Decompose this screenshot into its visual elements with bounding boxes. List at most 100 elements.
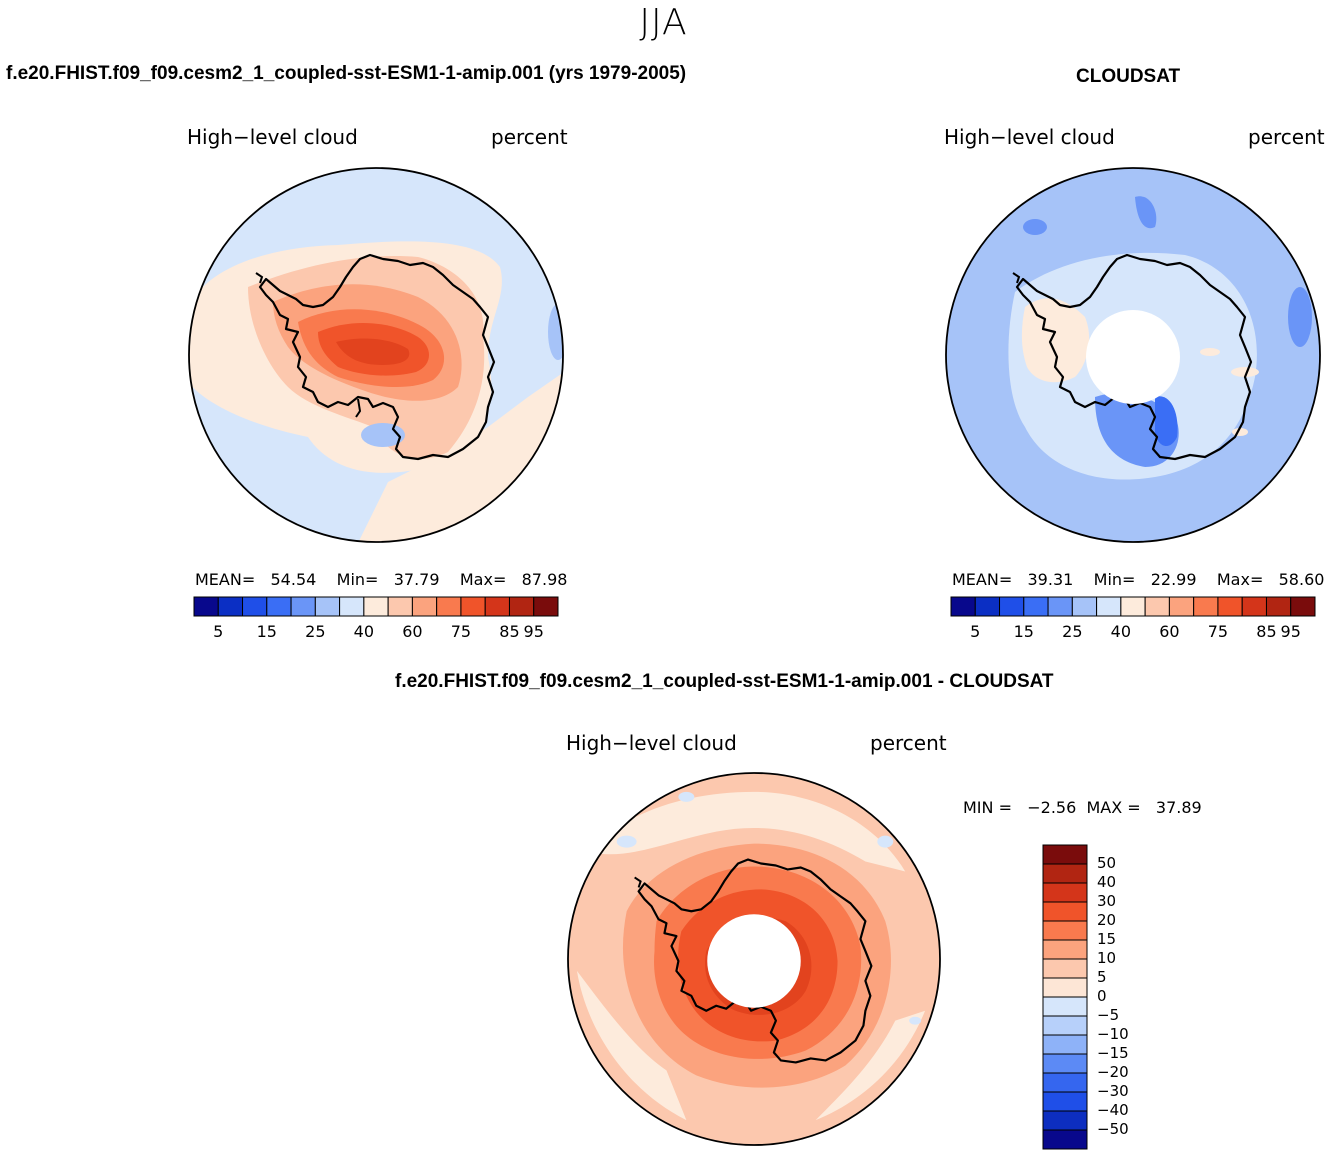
colorbar-swatch — [339, 596, 365, 617]
colorbar-tick-label: 5 — [213, 622, 224, 641]
colorbar-tick-label: 60 — [1159, 622, 1180, 641]
diff-case-title: f.e20.FHIST.f09_f09.cesm2_1_coupled-sst-… — [395, 671, 1054, 692]
obs-units-label: percent — [1248, 125, 1325, 149]
colorbar-tick-label: 15 — [256, 622, 277, 641]
diff-min-value: −2.56 — [1027, 798, 1077, 817]
colorbar-swatch — [1042, 1091, 1088, 1112]
colorbar-swatch — [193, 596, 219, 617]
colorbar-tick-label: 25 — [305, 622, 326, 641]
diff-variable-label: High−level cloud — [566, 731, 737, 755]
obs-variable-label: High−level cloud — [944, 125, 1115, 149]
colorbar-swatch — [974, 596, 1001, 617]
colorbar-swatch — [411, 596, 438, 617]
colorbar-swatch — [1144, 596, 1170, 617]
colorbar-tick-label: 40 — [353, 622, 375, 641]
obs-max-label: Max= — [1216, 570, 1264, 589]
colorbar-tick-label: 95 — [1280, 622, 1301, 641]
colorbar-swatch — [1042, 882, 1088, 903]
colorbar-swatch — [533, 596, 559, 617]
colorbar-tick-label: 30 — [1097, 892, 1117, 910]
colorbar-swatch — [1193, 596, 1219, 617]
colorbar-tick-label: 0 — [1097, 987, 1107, 1005]
model-mean-label: MEAN= — [195, 570, 256, 589]
diff-min-label: MIN = — [963, 798, 1012, 817]
colorbar-swatch — [1096, 596, 1122, 617]
colorbar-tick-label: 5 — [970, 622, 981, 641]
model-max-label: Max= — [459, 570, 507, 589]
colorbar-swatch — [1265, 596, 1292, 617]
obs-mean-value: 39.31 — [1027, 570, 1074, 589]
colorbar-swatch — [1042, 920, 1088, 941]
colorbar-swatch — [950, 596, 976, 617]
model-units-label: percent — [491, 125, 568, 149]
colorbar-tick-label: 5 — [1097, 968, 1107, 986]
colorbar-swatch — [1042, 1053, 1088, 1074]
colorbar-tick-label: 10 — [1097, 949, 1117, 967]
colorbar-swatch — [1217, 596, 1243, 617]
model-min-value: 37.79 — [393, 570, 440, 589]
obs-case-title: CLOUDSAT — [1076, 66, 1181, 87]
diff-max-value: 37.89 — [1155, 798, 1202, 817]
diff-max-label: MAX = — [1086, 798, 1141, 817]
colorbar-tick-label: 50 — [1097, 854, 1117, 872]
colorbar-swatch — [1042, 939, 1088, 960]
diff-colorbar — [1042, 844, 1088, 1150]
model-mean-value: 54.54 — [270, 570, 317, 589]
colorbar-swatch — [1241, 596, 1267, 617]
colorbar-swatch — [1023, 596, 1049, 617]
colorbar-tick-label: −40 — [1097, 1101, 1129, 1119]
colorbar-swatch — [266, 596, 292, 617]
obs-min-value: 22.99 — [1150, 570, 1197, 589]
obs-max-value: 58.60 — [1278, 570, 1325, 589]
colorbar-swatch — [1120, 596, 1146, 617]
colorbar-swatch — [1042, 1015, 1088, 1036]
obs-mean-label: MEAN= — [952, 570, 1013, 589]
colorbar-tick-label: 25 — [1062, 622, 1083, 641]
diff-units-label: percent — [870, 731, 947, 755]
colorbar-swatch — [999, 596, 1025, 617]
colorbar-swatch — [363, 596, 389, 617]
obs-min-label: Min= — [1093, 570, 1136, 589]
colorbar-swatch — [460, 596, 486, 617]
colorbar-swatch — [1042, 844, 1088, 865]
colorbar-tick-label: 85 — [499, 622, 520, 641]
colorbar-tick-label: 85 — [1256, 622, 1277, 641]
colorbar-tick-label: −15 — [1097, 1044, 1129, 1062]
colorbar-swatch — [1042, 863, 1088, 884]
colorbar-tick-label: −10 — [1097, 1025, 1129, 1043]
colorbar-tick-label: 40 — [1097, 873, 1117, 891]
colorbar-swatch — [508, 596, 535, 617]
model-variable-label: High−level cloud — [187, 125, 358, 149]
colorbar-swatch — [217, 596, 244, 617]
colorbar-tick-label: 40 — [1110, 622, 1132, 641]
colorbar-tick-label: 60 — [402, 622, 423, 641]
colorbar-swatch — [242, 596, 268, 617]
colorbar-tick-label: −30 — [1097, 1082, 1129, 1100]
colorbar-swatch — [1042, 1110, 1088, 1131]
colorbar-swatch — [1290, 596, 1316, 617]
colorbar-tick-label: 95 — [523, 622, 544, 641]
colorbar-tick-label: 20 — [1097, 911, 1117, 929]
model-colorbar — [193, 596, 559, 617]
colorbar-swatch — [1042, 1072, 1088, 1093]
colorbar-swatch — [314, 596, 341, 617]
colorbar-swatch — [1042, 1034, 1088, 1055]
obs-colorbar — [950, 596, 1316, 617]
colorbar-swatch — [1071, 596, 1098, 617]
colorbar-tick-label: 15 — [1013, 622, 1034, 641]
colorbar-swatch — [290, 596, 316, 617]
colorbar-swatch — [1042, 996, 1088, 1017]
colorbar-tick-label: −5 — [1097, 1006, 1120, 1024]
colorbar-swatch — [1042, 958, 1088, 979]
colorbar-swatch — [1042, 977, 1088, 998]
colorbar-swatch — [1042, 901, 1088, 922]
colorbar-swatch — [1042, 1129, 1088, 1150]
colorbar-tick-label: 15 — [1097, 930, 1117, 948]
obs-polar-map — [945, 167, 1321, 543]
colorbar-tick-label: 75 — [1207, 622, 1229, 641]
colorbar-tick-label: −50 — [1097, 1120, 1129, 1138]
model-min-label: Min= — [336, 570, 379, 589]
colorbar-tick-label: 75 — [450, 622, 472, 641]
colorbar-swatch — [387, 596, 413, 617]
colorbar-swatch — [1047, 596, 1073, 617]
